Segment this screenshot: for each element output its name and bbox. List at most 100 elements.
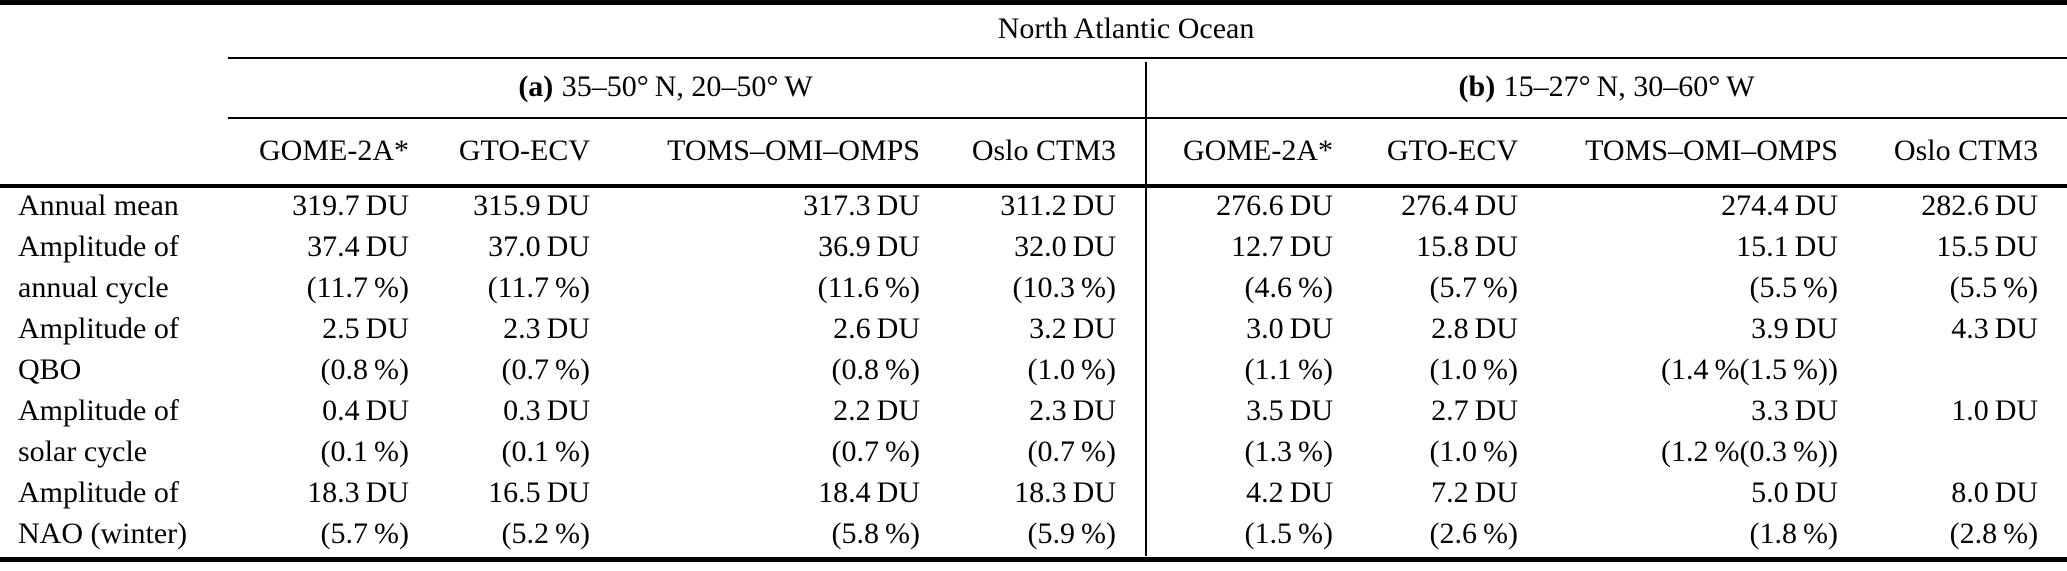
- table-cell: 12.7 DU: [1231, 229, 1333, 263]
- table-cell: 15.8 DU: [1416, 229, 1518, 263]
- table-cell: 3.0 DU: [1246, 311, 1333, 345]
- table-cell: (0.1 %): [501, 434, 590, 468]
- table-cell: (10.3 %): [1012, 270, 1116, 304]
- table-cell: 2.5 DU: [322, 311, 409, 345]
- table-cell: (5.7 %): [320, 516, 409, 550]
- table-cell: 3.9 DU: [1751, 311, 1838, 345]
- table-cell: 7.2 DU: [1431, 475, 1518, 509]
- table-cell: 2.3 DU: [503, 311, 590, 345]
- table-cell: 4.2 DU: [1246, 475, 1333, 509]
- table-row-annual-cycle-du: Amplitude of 37.4 DU 37.0 DU 36.9 DU 32.…: [0, 226, 2067, 267]
- bottom-rule: [0, 557, 2067, 562]
- spacer-cell: [0, 57, 185, 117]
- table-cell: (1.2 %(0.3 %)): [1661, 434, 1838, 468]
- table-cell: (4.6 %): [1244, 270, 1333, 304]
- table-cell: 15.1 DU: [1736, 229, 1838, 263]
- table-cell: (1.0 %): [1429, 434, 1518, 468]
- table-cell: 5.0 DU: [1751, 475, 1838, 509]
- region-b-range: 15–27° N, 30–60° W: [1503, 70, 1755, 103]
- table-cell: (5.2 %): [501, 516, 590, 550]
- table-row-nao-pct: NAO (winter) (5.7 %) (5.2 %) (5.8 %) (5.…: [0, 513, 2067, 554]
- table-cell: 15.5 DU: [1936, 229, 2039, 263]
- table-cell: 319.7 DU: [292, 188, 409, 222]
- row-label: annual cycle: [18, 270, 169, 304]
- region-divider-rule: [1145, 62, 1147, 556]
- row-label: solar cycle: [18, 434, 148, 468]
- table-cell: (0.8 %): [831, 352, 920, 386]
- column-header-b-gome2a: GOME-2A*: [1183, 134, 1333, 167]
- spacer-cell: [0, 0, 185, 57]
- ozone-statistics-table: North Atlantic Ocean (a) 35–50° N, 20–50°…: [0, 0, 2067, 554]
- row-label: NAO (winter): [18, 516, 188, 550]
- column-header-a-oslocm3: Oslo CTM3: [971, 134, 1116, 167]
- table-cell: 274.4 DU: [1721, 188, 1838, 222]
- column-header-b-gtoecv: GTO-ECV: [1386, 134, 1518, 167]
- region-a-header: (a) 35–50° N, 20–50° W: [185, 57, 1146, 117]
- table-cell: 3.2 DU: [1029, 311, 1116, 345]
- spacer-cell: [0, 117, 185, 185]
- region-b-header: (b) 15–27° N, 30–60° W: [1146, 57, 2067, 117]
- table-cell: (2.8 %): [1949, 516, 2039, 550]
- region-a-range: 35–50° N, 20–50° W: [561, 70, 813, 103]
- table-cell: (5.5 %): [1949, 270, 2039, 304]
- region-a-tag: (a): [518, 70, 554, 103]
- row-label: QBO: [18, 352, 82, 386]
- row-label: Annual mean: [18, 188, 179, 222]
- table-cell: 16.5 DU: [488, 475, 590, 509]
- table-cell: (5.7 %): [1429, 270, 1518, 304]
- table-row-qbo-du: Amplitude of 2.5 DU 2.3 DU 2.6 DU 3.2 DU…: [0, 308, 2067, 349]
- row-label: Amplitude of: [18, 475, 179, 509]
- table-title-row: North Atlantic Ocean: [0, 0, 2067, 57]
- table-cell: 18.3 DU: [307, 475, 409, 509]
- table-cell: 2.8 DU: [1431, 311, 1518, 345]
- table-cell: 2.7 DU: [1431, 393, 1518, 427]
- row-label: Amplitude of: [18, 311, 179, 345]
- table-cell: (1.1 %): [1244, 352, 1333, 386]
- table-row-annual-mean: Annual mean 319.7 DU 315.9 DU 317.3 DU 3…: [0, 185, 2067, 226]
- table-cell: (11.6 %): [817, 270, 920, 304]
- table-cell: (5.9 %): [1027, 516, 1116, 550]
- column-header-a-gome2a: GOME-2A*: [259, 134, 409, 167]
- row-label: Amplitude of: [18, 393, 179, 427]
- table-cell: 2.6 DU: [833, 311, 920, 345]
- table-cell: 315.9 DU: [473, 188, 590, 222]
- table-cell: (0.8 %): [320, 352, 409, 386]
- row-label: Amplitude of: [18, 229, 179, 263]
- table-cell: (0.7 %): [831, 434, 920, 468]
- table-row-solar-cycle-pct: solar cycle (0.1 %) (0.1 %) (0.7 %) (0.7…: [0, 431, 2067, 472]
- table-cell: (0.1 %): [320, 434, 409, 468]
- table-cell: (1.5 %): [1244, 516, 1333, 550]
- table-cell: 3.3 DU: [1751, 393, 1838, 427]
- top-rule: [0, 0, 2067, 5]
- region-header-row: (a) 35–50° N, 20–50° W (b) 15–27° N, 30–60…: [0, 57, 2067, 117]
- table-cell: [1838, 349, 2067, 390]
- table-cell: 8.0 DU: [1951, 475, 2039, 509]
- table-cell: 3.5 DU: [1246, 393, 1333, 427]
- table-cell: 311.2 DU: [1000, 188, 1116, 222]
- table-cell: 18.3 DU: [1014, 475, 1116, 509]
- table-cell: 317.3 DU: [803, 188, 920, 222]
- table-cell: 37.4 DU: [307, 229, 409, 263]
- table-cell: (1.4 %(1.5 %)): [1661, 352, 1838, 386]
- table-cell: (1.8 %): [1749, 516, 1838, 550]
- table-cell: (11.7 %): [306, 270, 409, 304]
- region-underline-rule: [228, 117, 2067, 119]
- table-row-nao-du: Amplitude of 18.3 DU 16.5 DU 18.4 DU 18.…: [0, 472, 2067, 513]
- table-cell: 2.2 DU: [833, 393, 920, 427]
- column-header-b-oslocm3: Oslo CTM3: [1893, 134, 2039, 167]
- column-header-a-tomsomiomps: TOMS–OMI–OMPS: [667, 134, 920, 167]
- table-row-qbo-pct: QBO (0.8 %) (0.7 %) (0.8 %) (1.0 %) (1.1…: [0, 349, 2067, 390]
- table-cell: (11.7 %): [487, 270, 590, 304]
- table-cell: (5.8 %): [831, 516, 920, 550]
- table-cell: 0.3 DU: [503, 393, 590, 427]
- table-cell: (1.0 %): [1027, 352, 1116, 386]
- table-cell: (2.6 %): [1429, 516, 1518, 550]
- table-cell: 282.6 DU: [1921, 188, 2039, 222]
- table-cell: 32.0 DU: [1014, 229, 1116, 263]
- table-cell: 276.4 DU: [1401, 188, 1518, 222]
- region-b-tag: (b): [1458, 70, 1496, 103]
- table-cell: (0.7 %): [501, 352, 590, 386]
- table-cell: 18.4 DU: [818, 475, 920, 509]
- table-cell: 0.4 DU: [322, 393, 409, 427]
